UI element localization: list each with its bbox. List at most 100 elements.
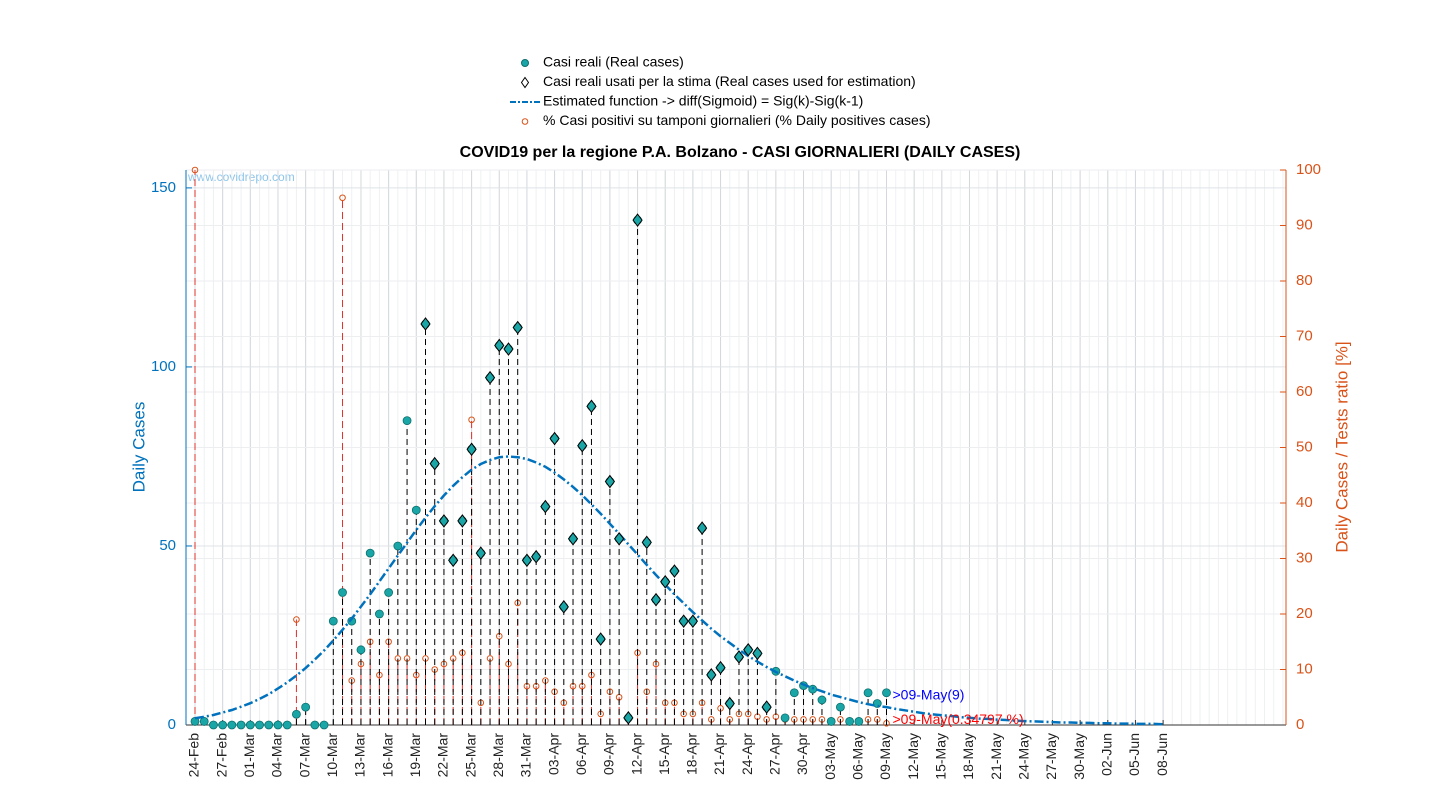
diamond-point [641,535,652,550]
diamond-point [503,342,514,356]
data-point [393,541,403,551]
diamond-point [540,499,551,514]
data-point [468,416,475,424]
diamond-point [577,438,588,453]
x-tick-label: 24-Apr [739,733,755,775]
x-tick-label: 19-Mar [407,733,423,778]
legend-marker [520,76,530,89]
data-point [218,720,228,730]
data-point [384,588,394,597]
y-tick-label: 50 [159,537,176,554]
data-point [209,720,218,730]
diamond-point [466,442,477,457]
data-point [293,616,300,623]
y2-tick-label: 30 [1296,549,1313,566]
chart-title: COVID19 per la regione P.A. Bolzano - CA… [460,144,1021,161]
x-tick-label: 28-Mar [490,733,506,778]
diamond-point [438,514,450,528]
y2-tick-label: 100 [1296,161,1321,178]
diamond-point [632,213,643,227]
x-tick-label: 09-Apr [601,733,617,775]
data-point [882,688,891,698]
y2-tick-label: 80 [1296,272,1313,289]
y-tick-label: 100 [151,358,176,375]
diamond-point [448,553,459,568]
data-point [310,720,320,730]
y2-tick-label: 40 [1296,494,1313,511]
x-tick-label: 24-May [1016,733,1032,780]
data-point [780,713,790,723]
x-tick-label: 12-May [905,733,921,780]
legend-marker [521,59,529,67]
data-point [199,717,209,726]
annotation: >09-May(0.34797 %) [893,711,1024,727]
x-tick-label: 31-Mar [518,733,534,778]
diamond-point [429,456,440,471]
annotation: >09-May(9) [893,686,965,702]
data-point [826,717,836,726]
x-tick-label: 01-Mar [241,733,257,778]
x-tick-label: 06-Apr [573,733,589,775]
y-tick-label: 0 [168,716,176,733]
diamond-point [724,696,735,711]
x-tick-label: 30-Apr [794,733,810,775]
legend-label: Estimated function -> diff(Sigmoid) = Si… [543,93,863,109]
x-tick-label: 27-Feb [213,733,229,778]
diamond-point [706,668,717,682]
diamond-point [623,711,634,725]
x-tick-label: 08-Jun [1154,733,1170,776]
diamond-point [669,564,680,578]
data-point [255,720,264,730]
diamond-point [549,431,560,446]
data-point [872,699,882,708]
diamond-point [558,600,569,614]
data-point [245,720,255,730]
y2-tick-label: 90 [1296,216,1313,233]
diamond-point [715,660,726,675]
x-tick-label: 21-May [988,733,1004,780]
x-tick-label: 10-Mar [324,733,340,778]
data-point [338,588,347,597]
x-tick-label: 25-Mar [462,733,478,778]
x-tick-label: 09-May [877,733,893,780]
diamond-point [595,632,606,646]
x-tick-label: 27-May [1043,733,1059,780]
x-tick-label: 24-Feb [186,733,202,778]
data-point [191,166,199,174]
x-tick-label: 03-Apr [545,733,561,775]
data-point [273,720,283,730]
x-tick-label: 30-May [1071,733,1087,780]
x-tick-label: 13-Mar [352,733,368,778]
x-tick-label: 03-May [822,733,838,780]
data-point [854,717,864,726]
x-tick-label: 18-May [960,733,976,780]
legend-label: Casi reali usati per la stima (Real case… [543,73,916,89]
x-tick-label: 07-Mar [296,733,312,778]
data-point [319,720,329,730]
data-point [292,709,301,719]
x-tick-label: 18-Apr [684,733,700,775]
data-point [282,720,292,730]
data-point [328,616,338,626]
diamond-point [660,574,671,589]
data-point [227,720,237,730]
x-tick-label: 22-Mar [435,733,451,778]
diamond-point [752,646,763,661]
diamond-point [678,614,689,628]
diamond-point [650,592,662,607]
x-tick-label: 12-Apr [628,733,644,775]
data-point [301,702,311,712]
data-point [339,194,346,202]
data-point [836,702,845,712]
y2-tick-label: 70 [1296,327,1313,344]
diamond-point [521,553,533,568]
x-tick-label: 06-May [850,733,866,780]
diamond-point [604,474,616,489]
y2-axis-label: Daily Cases / Tests ratio [%] [1332,341,1351,552]
diamond-point [743,642,754,657]
x-tick-label: 15-Apr [656,733,672,775]
data-point [817,695,827,705]
data-point [356,645,366,655]
diamond-point [567,531,579,546]
